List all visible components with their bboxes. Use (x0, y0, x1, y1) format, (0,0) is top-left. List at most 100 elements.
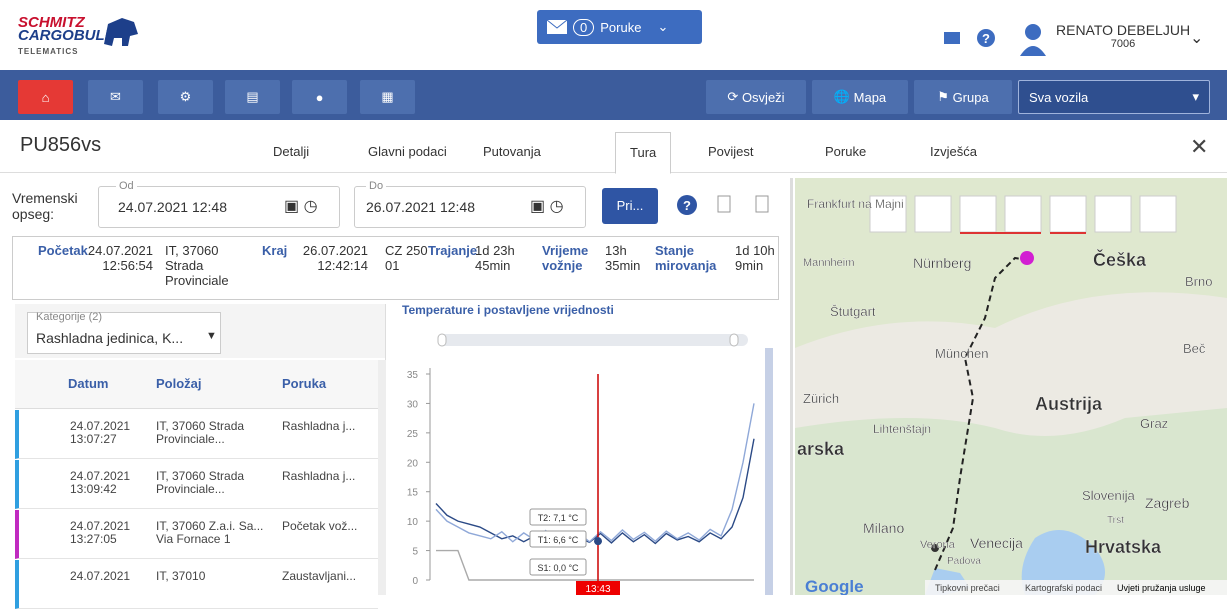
tab[interactable]: Poruke (817, 136, 874, 168)
map-controls[interactable] (870, 196, 1176, 234)
user-name: RENATO DEBELJUH (1056, 22, 1190, 38)
series-line (436, 403, 754, 541)
tab[interactable]: Povijest (700, 136, 762, 168)
summary-value: 13h 35min (605, 243, 647, 273)
splitter[interactable] (790, 178, 793, 595)
tooltip-text: S1: 0,0 °C (537, 563, 579, 573)
cursor-point (594, 537, 602, 545)
slider-handle[interactable] (438, 334, 446, 346)
slider-handle[interactable] (730, 334, 738, 346)
map-logo: Google (805, 577, 864, 595)
range-icons[interactable]: ? (676, 194, 776, 218)
header-icons[interactable]: ? (940, 28, 1020, 52)
column-header: Datum (68, 376, 108, 391)
mail-tab[interactable]: ✉ (88, 80, 143, 114)
book-tab[interactable]: ▦ (360, 80, 415, 114)
event-cell: IT, 37060 Strada Provinciale... (156, 470, 271, 496)
map-label: Graz (1140, 416, 1168, 431)
map-label: Mannheim (803, 257, 854, 269)
summary-value: 26.07.2021 12:42:14 (300, 243, 368, 273)
map-label: Hrvatska (1085, 537, 1162, 557)
map-label: Zagreb (1145, 495, 1190, 511)
event-cell: IT, 37010 (156, 570, 271, 583)
y-tick-label: 5 (412, 547, 418, 558)
tab[interactable]: Glavni podaci (360, 136, 455, 168)
y-tick-label: 20 (407, 458, 419, 469)
field-label: Do (366, 180, 386, 192)
y-tick-label: 0 (412, 576, 418, 587)
logo-icon (100, 14, 140, 48)
tooltip-text: T2: 7,1 °C (538, 513, 579, 523)
apply-button[interactable]: Pri... (602, 188, 658, 224)
vehicle-select[interactable]: Sva vozila▾ (1018, 80, 1210, 114)
map-label: Lihtenštajn (873, 422, 931, 436)
map-label: Nürnberg (913, 255, 971, 271)
tab[interactable]: Putovanja (475, 136, 549, 168)
map-attribution[interactable]: Tipkovni prečaci (935, 583, 1000, 593)
map-attribution[interactable]: Kartografski podaci (1025, 583, 1102, 593)
event-cell: IT, 37060 Strada Provinciale... (156, 420, 271, 446)
tab[interactable]: Tura (615, 132, 671, 174)
series-line (436, 439, 754, 545)
messages-count: 0 (573, 19, 594, 36)
scrollbar (378, 360, 386, 595)
map-label: Brno (1185, 274, 1212, 289)
map-label: Češka (1093, 249, 1147, 270)
summary-value: 1d 23h 45min (475, 243, 517, 273)
chevron: ⌄ (657, 19, 668, 35)
close-button[interactable]: ✕ (1190, 134, 1208, 160)
map-label: Štutgart (830, 304, 876, 319)
column-header: Položaj (156, 376, 202, 391)
group-button[interactable]: ⚑ Grupa (914, 80, 1012, 114)
page: SCHMITZ CARGOBULL TELEMATICS 0 Poruke ⌄ … (0, 0, 1227, 595)
chart: Temperature i postavljene vrijednosti 0 5… (390, 300, 780, 595)
filter-label: Kategorije (2) (36, 311, 102, 323)
divider (0, 172, 1227, 173)
to-value: 26.07.2021 12:48 (366, 199, 475, 215)
cursor-label: 13:43 (585, 584, 610, 595)
summary-label: Vrijeme vožnje (542, 243, 602, 273)
summary-value: 24.07.2021 12:56:54 (85, 243, 153, 273)
chart-title: Temperature i postavljene vrijednosti (402, 303, 614, 317)
event-cell: IT, 37060 Z.a.i. Sa... Via Fornace 1 (156, 520, 271, 546)
event-cell: Zaustavljani... (282, 570, 367, 583)
range-label: Vremenski opseg: (12, 190, 82, 222)
tab[interactable]: Izvješća (922, 136, 985, 168)
event-cell: 24.07.2021 13:27:05 (70, 520, 140, 546)
tab[interactable]: Detalji (265, 136, 317, 168)
map-button[interactable]: 🌐 Mapa (812, 80, 908, 114)
event-row[interactable] (15, 560, 378, 609)
y-tick-label: 35 (407, 370, 419, 381)
range-slider[interactable] (438, 334, 748, 346)
users-tab[interactable]: ● (292, 80, 347, 114)
vehicle-marker[interactable] (1020, 251, 1034, 265)
docs-tab[interactable]: ▤ (225, 80, 280, 114)
messages-label: Poruke (600, 20, 641, 35)
button-label: Mapa (854, 90, 887, 105)
summary-value: 1d 10h 9min (735, 243, 777, 273)
scrollbar (765, 348, 773, 595)
y-tick-label: 30 (407, 399, 419, 410)
map-label: Milano (863, 520, 904, 536)
tooltip-text: T1: 6,6 °C (538, 535, 579, 545)
messages-button[interactable]: 0 Poruke ⌄ (537, 10, 702, 44)
column-header: Poruka (282, 376, 326, 391)
map-label: Trst (1107, 515, 1124, 526)
home-tab[interactable]: ⌂ (18, 80, 73, 114)
event-cell: 24.07.2021 13:07:27 (70, 420, 140, 446)
y-tick-label: 10 (407, 517, 419, 528)
user-menu[interactable]: RENATO DEBELJUH 7006 (1056, 22, 1190, 50)
series-line (436, 551, 754, 580)
date-icons[interactable]: ▣ ◷ (530, 196, 564, 216)
event-cell: Početak vož... (282, 520, 367, 533)
map-label: Slovenija (1082, 488, 1136, 503)
date-icons[interactable]: ▣ ◷ (284, 196, 318, 216)
map-label: Venecija (970, 535, 1023, 551)
map-label: arska (797, 439, 845, 459)
map-attribution[interactable]: Uvjeti pružanja usluge (1117, 583, 1206, 593)
map-label: München (935, 346, 988, 361)
mail-icon (547, 20, 567, 34)
settings-tab[interactable]: ⚙ (158, 80, 213, 114)
refresh-button[interactable]: ⟳ Osvježi (706, 80, 806, 114)
